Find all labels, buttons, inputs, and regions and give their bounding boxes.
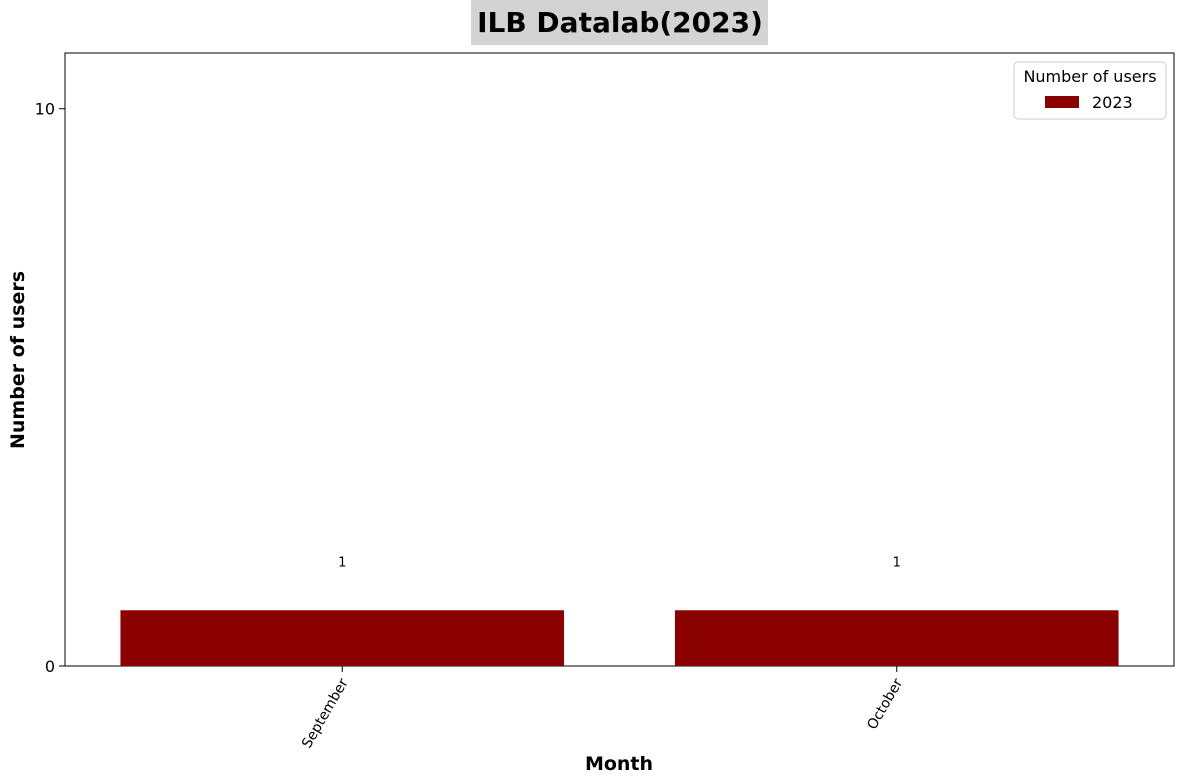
y-tick-label-0: 0 [45,657,55,676]
plot-area-frame [64,52,1175,667]
legend-entry-2023: 2023 [1092,93,1133,112]
legend: Number of users 2023 [1013,61,1167,120]
legend-swatch-2023 [1045,96,1079,108]
chart-title-group: ILB Datalab(2023) [471,0,768,45]
y-axis-label: Number of users [7,271,29,449]
x-tick-label-october: October [864,676,906,733]
bar-september [120,610,565,666]
x-axis-ticks: September October [299,666,906,751]
x-tick-label-september: September [299,676,352,751]
data-label-october: 1 [893,555,901,570]
y-axis-ticks: 0 10 [35,100,65,676]
bars-layer [120,610,1119,666]
bar-october [674,610,1119,666]
legend-title: Number of users [1023,67,1156,86]
x-axis-label: Month [585,753,653,775]
y-tick-label-10: 10 [35,100,55,119]
chart-title: ILB Datalab(2023) [477,6,763,39]
chart-title-background [471,0,768,45]
data-label-september: 1 [338,555,346,570]
